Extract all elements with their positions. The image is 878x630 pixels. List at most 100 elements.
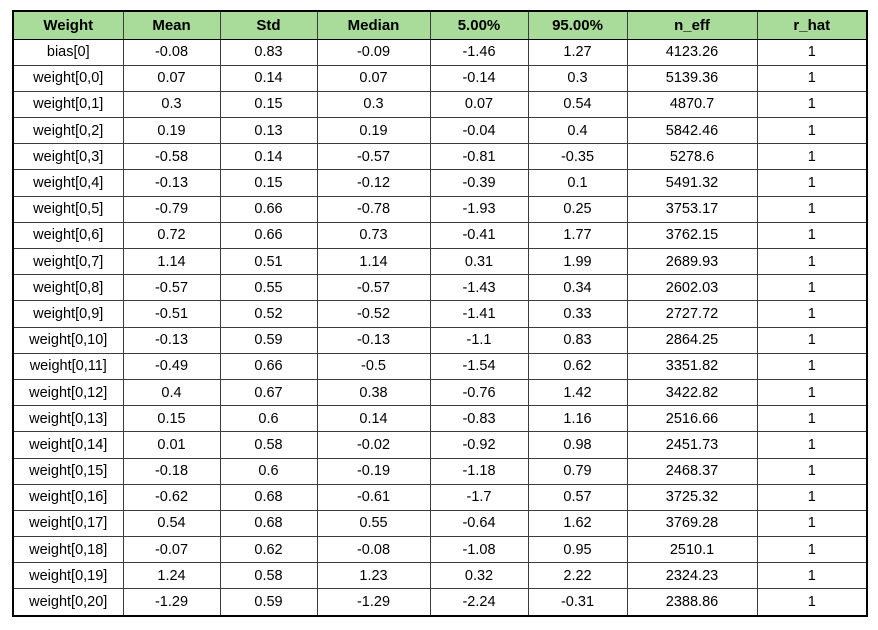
value-cell: 0.15: [219, 169, 318, 197]
value-cell: 2388.86: [626, 588, 758, 617]
value-cell: -0.31: [527, 588, 628, 617]
table-row: weight[0,0] 0.07 0.14 0.07 -0.14 0.3 5139.36 1: [12, 64, 868, 92]
value-cell: -0.09: [316, 38, 431, 66]
value-cell: 0.13: [219, 117, 318, 145]
value-cell: 0.34: [527, 274, 628, 302]
value-cell: 0.19: [316, 117, 431, 145]
value-cell: 0.15: [219, 90, 318, 119]
parameter-name-cell: weight[0,7]: [12, 247, 124, 276]
value-cell: 0.07: [429, 90, 529, 119]
value-cell: 0.19: [122, 117, 221, 145]
posterior-summary-table: Weight Mean Std Median 5.00% 95.00% n_eff r_hat…: [12, 10, 868, 617]
value-cell: -0.04: [429, 117, 529, 145]
value-cell: 1: [756, 431, 868, 459]
value-cell: -0.08: [316, 536, 431, 564]
value-cell: -1.18: [429, 457, 529, 485]
value-cell: -0.5: [316, 352, 431, 380]
value-cell: 0.14: [316, 405, 431, 433]
value-cell: 2727.72: [626, 300, 758, 328]
value-cell: 0.73: [316, 221, 431, 250]
table-row: weight[0,5] -0.79 0.66 -0.78 -1.93 0.25 3753.1…: [12, 195, 868, 223]
value-cell: -0.92: [429, 431, 529, 459]
value-cell: 0.52: [219, 300, 318, 328]
value-cell: 0.66: [219, 352, 318, 380]
parameter-name-cell: weight[0,18]: [12, 536, 124, 564]
value-cell: 2689.93: [626, 247, 758, 276]
value-cell: -0.51: [122, 300, 221, 328]
value-cell: 1.14: [122, 247, 221, 276]
value-cell: 0.95: [527, 536, 628, 564]
value-cell: -0.13: [316, 326, 431, 354]
parameter-name-cell: weight[0,16]: [12, 483, 124, 511]
table-row: weight[0,8] -0.57 0.55 -0.57 -1.43 0.34 2602.0…: [12, 274, 868, 302]
value-cell: 0.6: [219, 405, 318, 433]
value-cell: 4123.26: [626, 38, 758, 66]
value-cell: 0.01: [122, 431, 221, 459]
parameter-name-cell: weight[0,1]: [12, 90, 124, 119]
value-cell: 0.66: [219, 221, 318, 250]
value-cell: 2324.23: [626, 562, 758, 590]
value-cell: 0.4: [527, 117, 628, 145]
value-cell: -0.83: [429, 405, 529, 433]
value-cell: 0.51: [219, 247, 318, 276]
value-cell: -0.41: [429, 221, 529, 250]
table-row: weight[0,10] -0.13 0.59 -0.13 -1.1 0.83 2864.2…: [12, 326, 868, 354]
value-cell: 2602.03: [626, 274, 758, 302]
value-cell: 1.42: [527, 378, 628, 407]
value-cell: 0.3: [122, 90, 221, 119]
parameter-name-cell: weight[0,2]: [12, 117, 124, 145]
value-cell: 0.57: [527, 483, 628, 511]
value-cell: 0.3: [316, 90, 431, 119]
table-header: Weight Mean Std Median 5.00% 95.00% n_eff r_hat: [12, 10, 868, 40]
value-cell: 0.62: [219, 536, 318, 564]
value-cell: 1: [756, 90, 868, 119]
value-cell: -0.57: [316, 274, 431, 302]
value-cell: 0.33: [527, 300, 628, 328]
value-cell: 4870.7: [626, 90, 758, 119]
value-cell: 0.83: [219, 38, 318, 66]
value-cell: 1: [756, 117, 868, 145]
value-cell: -0.61: [316, 483, 431, 511]
table-row: weight[0,17] 0.54 0.68 0.55 -0.64 1.62 3769.28…: [12, 509, 868, 538]
value-cell: 3753.17: [626, 195, 758, 223]
value-cell: 0.31: [429, 247, 529, 276]
value-cell: -0.57: [316, 143, 431, 171]
table-row: weight[0,6] 0.72 0.66 0.73 -0.41 1.77 3762.15 1: [12, 221, 868, 250]
column-header-5-00: 5.00%: [429, 10, 529, 40]
table-row: weight[0,20] -1.29 0.59 -1.29 -2.24 -0.31 2388…: [12, 588, 868, 617]
value-cell: -1.43: [429, 274, 529, 302]
value-cell: -1.29: [316, 588, 431, 617]
parameter-name-cell: weight[0,13]: [12, 405, 124, 433]
table-row: weight[0,18] -0.07 0.62 -0.08 -1.08 0.95 2510.…: [12, 536, 868, 564]
value-cell: -0.64: [429, 509, 529, 538]
value-cell: -0.57: [122, 274, 221, 302]
value-cell: 1.23: [316, 562, 431, 590]
column-header-std: Std: [219, 10, 318, 40]
value-cell: -1.29: [122, 588, 221, 617]
parameter-name-cell: weight[0,5]: [12, 195, 124, 223]
value-cell: -0.49: [122, 352, 221, 380]
parameter-name-cell: weight[0,12]: [12, 378, 124, 407]
value-cell: 1: [756, 588, 868, 617]
value-cell: 1: [756, 169, 868, 197]
value-cell: -0.62: [122, 483, 221, 511]
value-cell: -0.07: [122, 536, 221, 564]
value-cell: 0.98: [527, 431, 628, 459]
value-cell: 1: [756, 38, 868, 66]
table-row: weight[0,13] 0.15 0.6 0.14 -0.83 1.16 2516.66 1: [12, 405, 868, 433]
parameter-name-cell: weight[0,6]: [12, 221, 124, 250]
value-cell: 0.62: [527, 352, 628, 380]
table-row: weight[0,9] -0.51 0.52 -0.52 -1.41 0.33 2727.7…: [12, 300, 868, 328]
table-row: weight[0,4] -0.13 0.15 -0.12 -0.39 0.1 5491.32…: [12, 169, 868, 197]
value-cell: 1.24: [122, 562, 221, 590]
value-cell: -0.13: [122, 169, 221, 197]
value-cell: 1: [756, 536, 868, 564]
value-cell: -1.1: [429, 326, 529, 354]
value-cell: -0.13: [122, 326, 221, 354]
value-cell: 2864.25: [626, 326, 758, 354]
value-cell: 1: [756, 221, 868, 250]
value-cell: 0.58: [219, 431, 318, 459]
value-cell: -1.54: [429, 352, 529, 380]
value-cell: 0.68: [219, 483, 318, 511]
value-cell: -0.14: [429, 64, 529, 92]
